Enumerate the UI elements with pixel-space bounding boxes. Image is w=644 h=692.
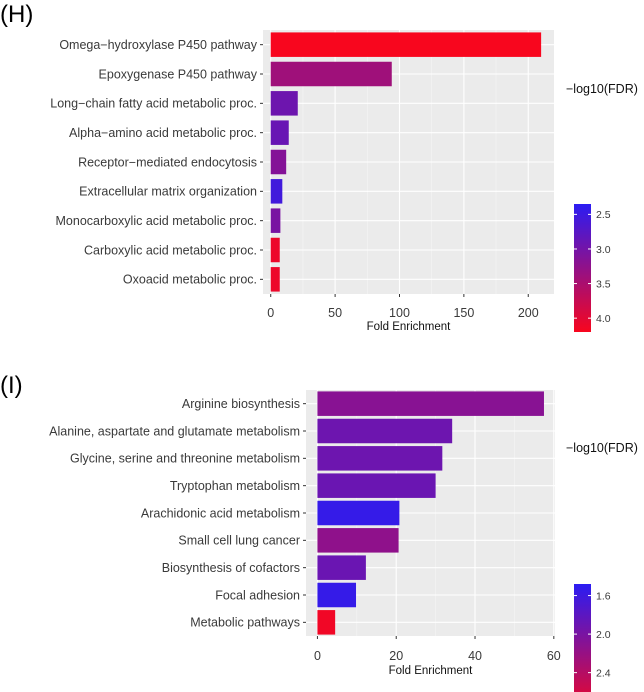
bar (317, 391, 544, 416)
category-label: Extracellular matrix organization (79, 185, 257, 199)
legend-tick-label: 2.5 (596, 209, 611, 221)
category-label: Omega−hydroxylase P450 pathway (59, 38, 257, 52)
panel-label: (H) (0, 1, 33, 28)
x-axis-title: Fold Enrichment (367, 321, 452, 333)
panel-h-chart: (H) Omega−hydroxylase P450 pathway Epoxyge… (0, 1, 638, 333)
bar (317, 610, 336, 635)
category-label: Alpha−amino acid metabolic proc. (69, 126, 257, 140)
x-tick-label: 60 (547, 649, 561, 663)
category-label: Carboxylic acid metabolic proc. (84, 243, 257, 257)
category-label: Receptor−mediated endocytosis (78, 155, 257, 169)
x-tick-label: 150 (453, 306, 474, 320)
category-label: Arachidonic acid metabolism (141, 506, 300, 520)
bar (317, 582, 357, 608)
category-label: Biosynthesis of cofactors (162, 561, 300, 575)
category-label: Small cell lung cancer (178, 534, 300, 548)
bar (270, 179, 283, 204)
legend-title: −log10(FDR) (566, 441, 638, 455)
x-tick-label: 0 (314, 649, 321, 663)
legend-tick-label: 1.6 (596, 590, 611, 602)
bar (317, 473, 436, 498)
bar (270, 61, 392, 87)
legend-colorbar (574, 584, 591, 692)
category-label: Monocarboxylic acid metabolic proc. (56, 214, 257, 228)
x-tick-label: 40 (468, 649, 482, 663)
category-label: Alanine, aspartate and glutamate metabol… (49, 424, 300, 438)
category-label: Long−chain fatty acid metabolic proc. (50, 97, 257, 111)
panel-label: (I) (0, 372, 23, 399)
panel-i-chart: (I) Arginine biosynthesis Alanine, asparta… (0, 372, 638, 692)
x-tick-label: 20 (389, 649, 403, 663)
legend-tick-label: 2.4 (596, 667, 611, 679)
bar (270, 120, 289, 145)
legend-colorbar (574, 204, 591, 332)
category-label: Metabolic pathways (190, 616, 300, 630)
category-label: Epoxygenase P450 pathway (99, 67, 258, 81)
category-label: Oxoacid metabolic proc. (123, 273, 257, 287)
x-tick-label: 0 (267, 306, 274, 320)
legend-title: −log10(FDR) (566, 82, 638, 96)
bar (270, 91, 298, 116)
bar (317, 418, 453, 444)
category-label: Focal adhesion (215, 588, 300, 602)
bar (270, 208, 281, 233)
bar (270, 237, 280, 263)
x-tick-label: 100 (389, 306, 410, 320)
bar (317, 446, 443, 471)
bar (270, 32, 542, 57)
bar (317, 500, 400, 526)
category-label: Tryptophan metabolism (170, 479, 300, 493)
category-label: Glycine, serine and threonine metabolism (70, 452, 300, 466)
x-axis-title: Fold Enrichment (389, 665, 474, 677)
x-tick-label: 50 (328, 306, 342, 320)
legend-tick-label: 3.5 (596, 278, 611, 290)
bar (270, 149, 287, 175)
bar (317, 555, 366, 580)
x-tick-label: 200 (518, 306, 539, 320)
legend-tick-label: 3.0 (596, 244, 611, 256)
bar (317, 528, 399, 553)
legend-tick-label: 4.0 (596, 313, 611, 325)
category-label: Arginine biosynthesis (182, 397, 300, 411)
legend-tick-label: 2.0 (596, 629, 611, 641)
bar (270, 267, 280, 292)
